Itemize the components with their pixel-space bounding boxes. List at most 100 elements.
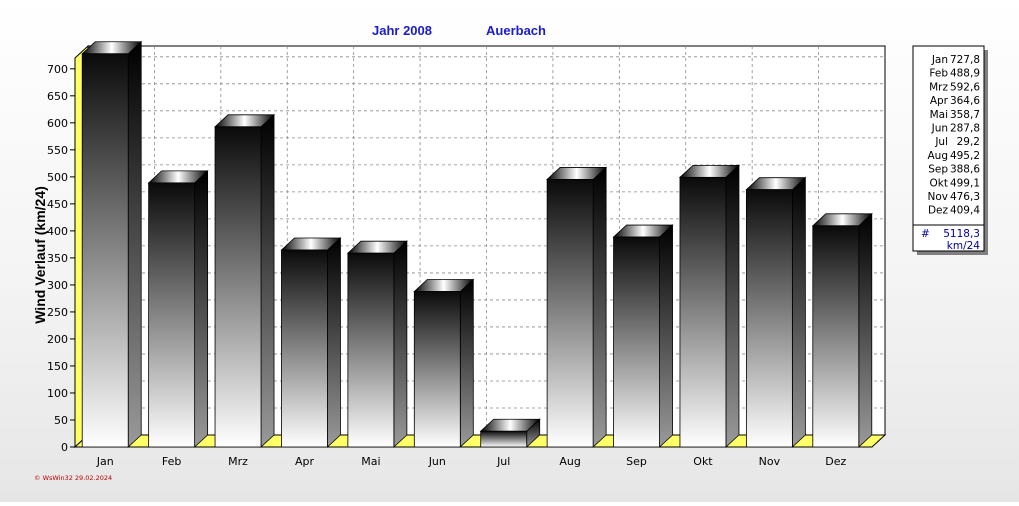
x-tick-label: Mai	[361, 455, 380, 468]
legend-month: Aug	[927, 150, 948, 162]
bar-front	[148, 182, 196, 448]
bar-front	[812, 225, 860, 448]
legend-month: Jul	[934, 136, 948, 148]
bar-side	[127, 40, 142, 448]
legend-value: 409,4	[950, 205, 980, 217]
bar-jun	[413, 278, 475, 448]
bar-front	[214, 126, 262, 448]
bar-side	[592, 166, 607, 448]
x-tick-label: Nov	[759, 455, 781, 468]
bar-dez	[811, 212, 873, 448]
chart-title: Jahr 2008	[372, 23, 432, 38]
legend-total-unit: km/24	[947, 240, 981, 252]
legend-value: 364,6	[950, 95, 980, 107]
legend-month: Jan	[931, 54, 948, 66]
y-tick-label: 600	[47, 117, 68, 130]
legend-value: 358,7	[950, 109, 980, 121]
bar-front	[480, 430, 528, 448]
legend-value: 488,9	[950, 68, 980, 80]
y-tick-label: 300	[47, 279, 68, 292]
bar-okt	[678, 164, 740, 448]
legend-month: Jun	[931, 123, 948, 135]
bar-front	[745, 189, 793, 448]
legend-value: 727,8	[950, 54, 980, 66]
y-tick-label: 650	[47, 90, 68, 103]
chart-subtitle: Auerbach	[486, 23, 546, 38]
bar-side	[327, 237, 341, 448]
bar-side	[260, 113, 275, 448]
y-axis-ticks: 0 50 100 150 200 250 300 350 400 450 500 550 600 650 7…	[47, 63, 75, 454]
y-tick-label: 400	[47, 225, 68, 238]
bar-aug	[546, 166, 608, 448]
legend-value: 29,2	[957, 136, 980, 148]
legend-value: 495,2	[950, 150, 980, 162]
x-tick-label: Sep	[626, 455, 647, 468]
legend-month: Mai	[930, 109, 948, 121]
bar-nov	[745, 176, 807, 448]
credit-text: © WsWin32 29.02.2024	[34, 474, 112, 482]
y-tick-label: 700	[47, 63, 68, 76]
legend-value: 388,6	[950, 164, 980, 176]
bar-side	[858, 212, 873, 448]
bar-front	[347, 252, 395, 448]
bar-front	[413, 291, 461, 448]
x-tick-label: Jan	[96, 455, 114, 468]
y-tick-label: 500	[47, 171, 68, 184]
legend-month: Sep	[928, 164, 948, 176]
y-tick-label: 0	[61, 441, 68, 454]
legend-value: 592,6	[950, 81, 980, 93]
y-tick-label: 550	[47, 144, 68, 157]
x-tick-label: Jun	[428, 455, 446, 468]
bar-apr	[280, 237, 342, 448]
bar-side	[194, 169, 209, 448]
legend-month: Okt	[930, 177, 948, 189]
y-axis-label: Wind Verlauf (km/24)	[32, 186, 48, 324]
bar-mai	[346, 240, 408, 448]
bar-jul	[479, 418, 541, 448]
x-tick-label: Apr	[295, 455, 315, 468]
bar-side	[659, 224, 673, 448]
y-tick-label: 450	[47, 198, 68, 211]
bar-jan	[81, 40, 143, 448]
x-axis-ticks: Jan Feb Mrz Apr Mai Jun Jul Aug Sep Okt Nov Dez	[96, 455, 847, 468]
bar-side	[791, 176, 806, 448]
x-tick-label: Feb	[162, 455, 181, 468]
legend-box	[912, 45, 985, 252]
y-tick-label: 350	[47, 252, 68, 265]
y-tick-label: 150	[47, 360, 68, 373]
bar-mrz	[214, 113, 276, 448]
bar-side	[725, 164, 740, 448]
bar-feb	[147, 169, 209, 448]
x-tick-label: Aug	[559, 455, 580, 468]
legend-value: 499,1	[950, 177, 980, 189]
bar-front	[546, 179, 594, 448]
x-tick-label: Jul	[496, 455, 510, 468]
x-tick-label: Dez	[825, 455, 846, 468]
y-tick-label: 250	[47, 306, 68, 319]
bar-front	[679, 176, 727, 448]
x-tick-label: Okt	[693, 455, 713, 468]
legend-month: Feb	[929, 68, 948, 80]
bar-front	[81, 53, 129, 448]
legend-month: Dez	[928, 205, 949, 217]
legend-value: 476,3	[950, 191, 980, 203]
x-tick-label: Mrz	[228, 455, 248, 468]
y-tick-label: 200	[47, 333, 68, 346]
y-tick-label: 100	[47, 387, 68, 400]
bar-sep	[612, 224, 674, 448]
bar-side	[459, 278, 474, 448]
legend-month: Apr	[930, 95, 949, 107]
y-tick-label: 50	[54, 414, 68, 427]
legend-month: Nov	[928, 191, 949, 203]
legend-total-label: #	[921, 228, 930, 240]
bar-side	[393, 240, 408, 448]
bar-front	[281, 249, 328, 448]
bar-front	[613, 236, 660, 448]
legend-month: Mrz	[929, 81, 948, 93]
legend-total-value: 5118,3	[943, 228, 980, 240]
bars	[81, 40, 873, 448]
